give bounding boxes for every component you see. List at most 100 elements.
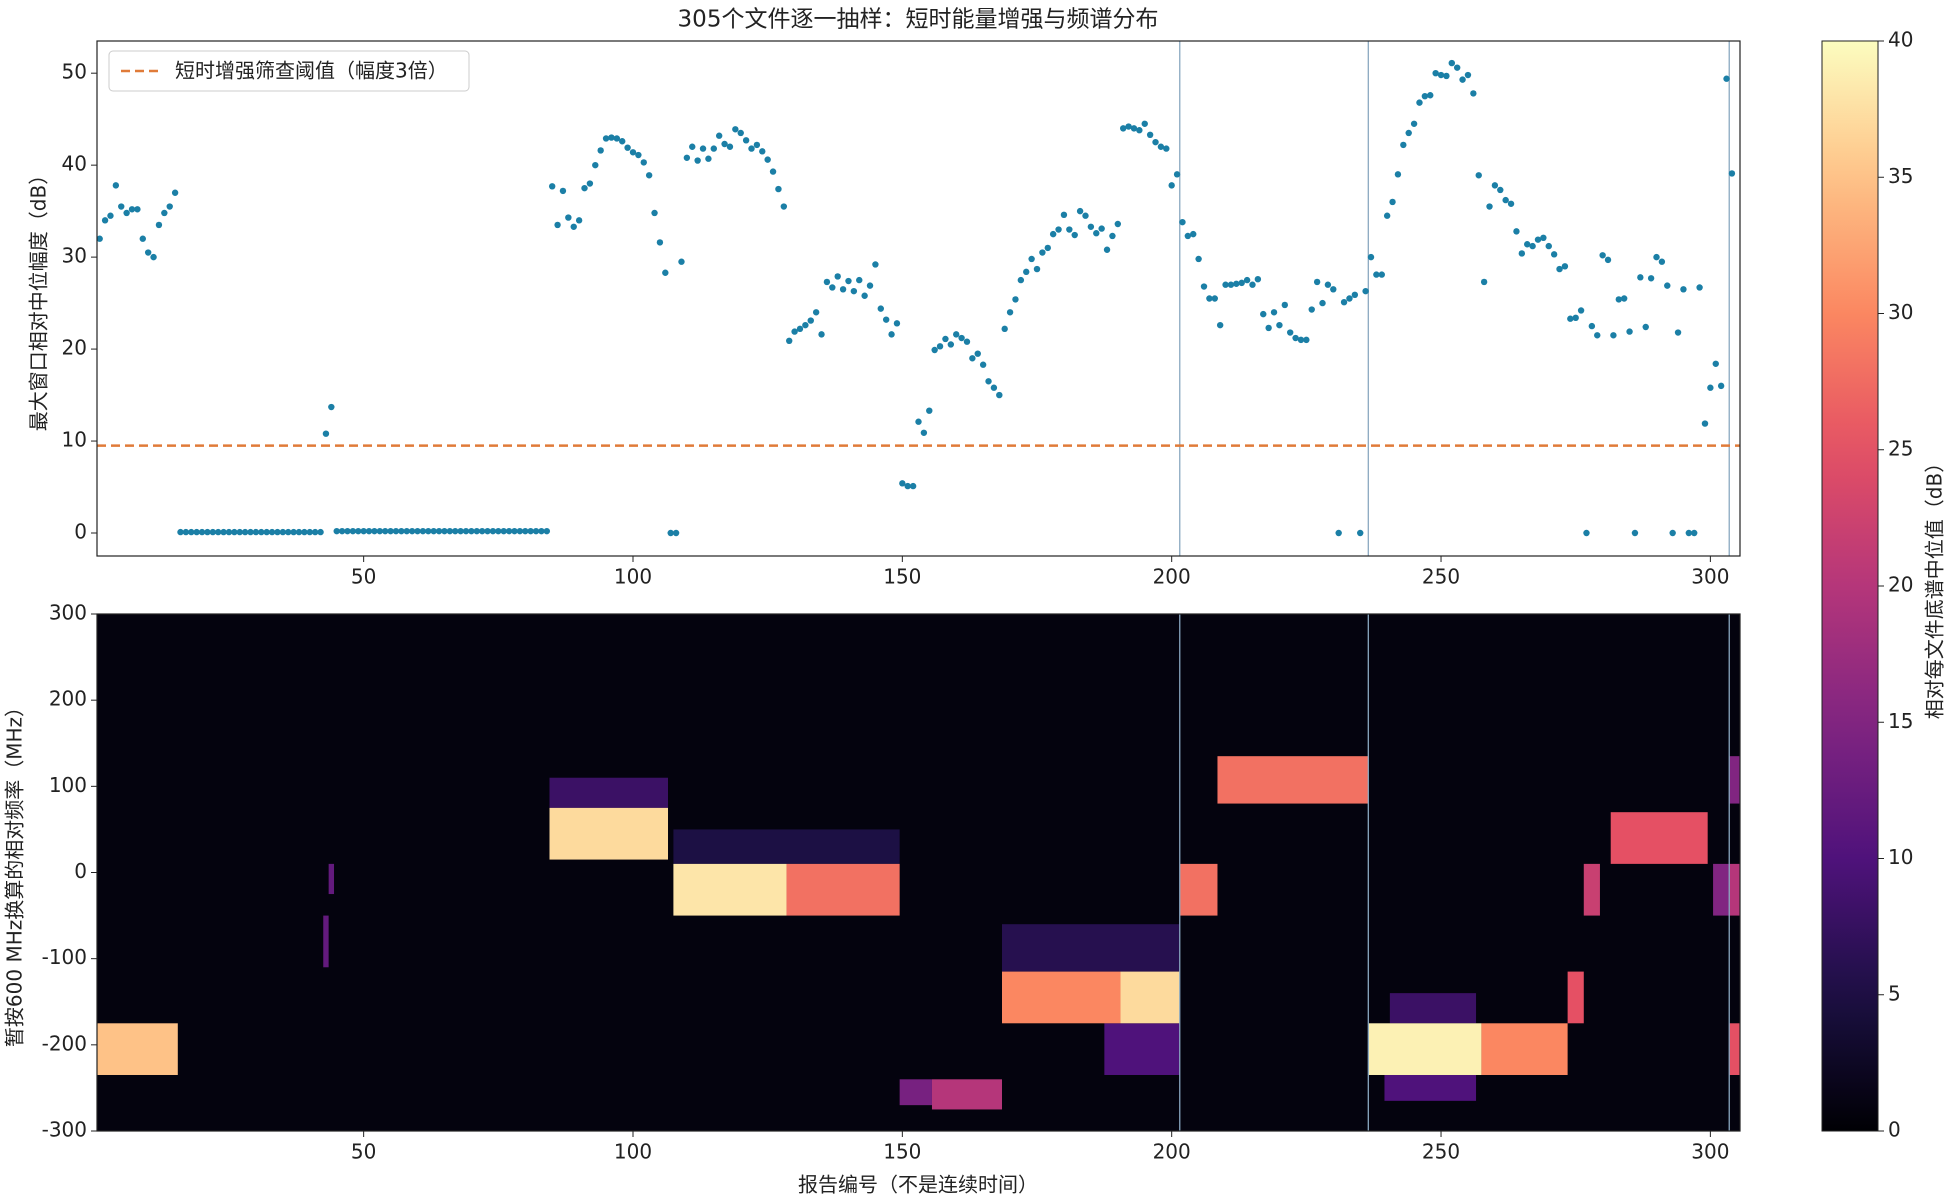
point [1701, 420, 1709, 427]
point [1416, 99, 1423, 106]
point [861, 292, 868, 299]
axes-frame [96, 40, 1741, 557]
point [1637, 274, 1644, 281]
point [398, 527, 405, 535]
point [974, 350, 981, 357]
point [1642, 323, 1649, 331]
point [1610, 332, 1617, 339]
point [592, 161, 599, 169]
point [931, 346, 938, 354]
point [1486, 203, 1493, 210]
point [107, 212, 114, 219]
point [500, 527, 507, 535]
point [468, 527, 475, 535]
point [430, 527, 437, 535]
point [1443, 72, 1450, 80]
heatmap-cell [931, 1079, 1002, 1110]
point [188, 528, 195, 536]
point [1664, 282, 1671, 289]
point [979, 361, 987, 368]
point [301, 528, 308, 536]
point [920, 429, 928, 436]
point [419, 527, 427, 535]
point [1173, 171, 1181, 178]
point [1168, 182, 1175, 189]
point [737, 129, 744, 137]
colorbar-tick-label: 10 [1888, 845, 1913, 869]
point [209, 528, 217, 536]
point [1518, 250, 1526, 257]
x-tick-label: 150 [883, 565, 921, 589]
point [1427, 92, 1434, 99]
y-tick-label: 30 [62, 244, 87, 268]
colorbar-tick-label: 20 [1888, 573, 1913, 597]
axes-frame [96, 613, 1741, 1132]
point [775, 185, 782, 193]
point [231, 528, 238, 536]
point [651, 209, 658, 217]
point [1620, 295, 1628, 302]
point [1448, 59, 1456, 67]
point [985, 378, 992, 385]
point [608, 134, 615, 141]
point [683, 154, 691, 161]
point [268, 528, 276, 536]
point [1545, 242, 1552, 250]
point [247, 528, 254, 536]
point [1561, 263, 1569, 270]
point [602, 135, 610, 142]
point [1163, 145, 1170, 152]
point [1109, 232, 1116, 240]
point [1206, 295, 1213, 302]
point [457, 527, 464, 535]
point [586, 180, 594, 187]
point [904, 482, 911, 490]
point [1076, 207, 1084, 215]
y-tick-label: 200 [49, 687, 87, 711]
point [764, 156, 771, 163]
point [834, 273, 841, 280]
point [532, 527, 540, 535]
point [1012, 296, 1019, 303]
point [565, 214, 572, 221]
point [1674, 329, 1682, 336]
point [1540, 234, 1547, 242]
point [1529, 242, 1536, 250]
legend-label: 短时增强筛查阈值（幅度3倍） [175, 59, 448, 83]
heatmap-cell [1104, 1023, 1180, 1075]
x-tick-label: 100 [614, 565, 652, 589]
y-tick-label: 300 [49, 601, 87, 625]
point [1330, 286, 1337, 293]
x-tick-label: 150 [883, 1140, 921, 1164]
point [1313, 278, 1321, 286]
point [839, 286, 847, 293]
point [559, 187, 567, 195]
point [1179, 218, 1186, 226]
colorbar-tick-label: 5 [1888, 981, 1901, 1005]
point [328, 403, 335, 411]
point [1626, 328, 1633, 335]
point [285, 528, 292, 536]
point [926, 407, 933, 414]
point [1216, 321, 1224, 329]
point [1319, 299, 1326, 307]
point [1098, 225, 1105, 232]
point [780, 203, 788, 210]
point [1227, 281, 1235, 288]
point [360, 527, 367, 535]
point [1346, 295, 1353, 302]
point [241, 528, 249, 536]
point [478, 527, 486, 535]
point [694, 157, 701, 164]
y-tick-label: -200 [42, 1031, 87, 1055]
heatmap-cell [1368, 1023, 1482, 1075]
x-tick-label: 300 [1691, 1140, 1729, 1164]
point [101, 217, 109, 224]
point [1324, 281, 1332, 288]
point [1691, 529, 1698, 537]
point [796, 325, 804, 333]
heatmap-cell [1384, 1074, 1477, 1101]
point [1114, 220, 1122, 228]
x-tick-label: 250 [1422, 1140, 1460, 1164]
point [473, 527, 480, 535]
